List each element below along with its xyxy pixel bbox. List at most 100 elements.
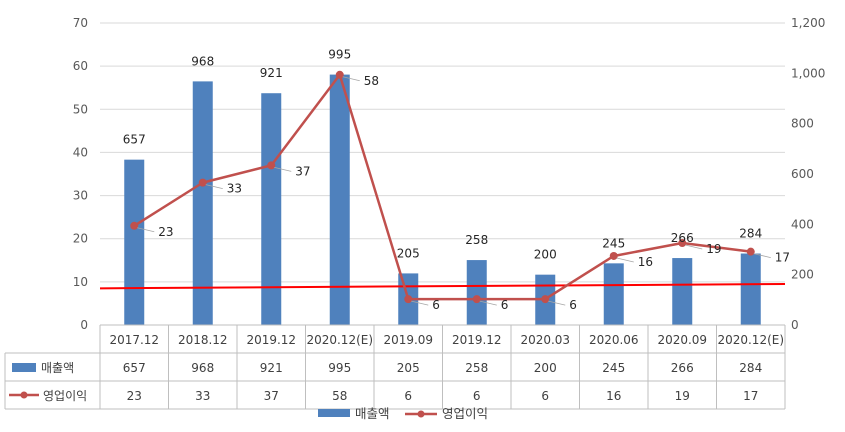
profit-data-label: 23 xyxy=(158,225,173,239)
left-axis-tick-label: 30 xyxy=(73,189,88,203)
legend-profit-label: 영업이익 xyxy=(442,406,488,421)
table-profit-value: 37 xyxy=(264,389,279,403)
left-axis-tick-label: 60 xyxy=(73,59,88,73)
table-profit-value: 16 xyxy=(606,389,621,403)
category-label: 2019.12 xyxy=(452,333,502,347)
right-axis-tick-label: 200 xyxy=(791,268,814,282)
table-revenue-value: 200 xyxy=(534,361,557,375)
left-axis-tick-label: 20 xyxy=(73,232,88,246)
revenue-bar xyxy=(124,159,145,325)
table-profit-value: 19 xyxy=(675,389,690,403)
left-axis-tick-label: 10 xyxy=(73,275,88,289)
profit-data-label: 17 xyxy=(775,251,790,265)
category-label: 2020.03 xyxy=(520,333,570,347)
revenue-data-label: 245 xyxy=(602,236,625,250)
category-label: 2020.12(E) xyxy=(717,333,784,347)
revenue-bar xyxy=(329,74,350,325)
table-profit-value: 58 xyxy=(332,389,347,403)
right-y-axis: 0 200 400 600 800 1,000 1,200 xyxy=(791,16,825,332)
table-revenue-value: 258 xyxy=(465,361,488,375)
revenue-bar xyxy=(740,253,761,325)
profit-data-label: 6 xyxy=(501,298,509,312)
table-revenue-value: 284 xyxy=(739,361,762,375)
category-label: 2017.12 xyxy=(109,333,159,347)
profit-data-label: 6 xyxy=(569,298,577,312)
revenue-data-label: 968 xyxy=(191,54,214,68)
operating-profit-line xyxy=(130,70,755,304)
revenue-data-label: 657 xyxy=(123,133,146,147)
category-label: 2020.12(E) xyxy=(306,333,373,347)
revenue-bar xyxy=(261,93,282,325)
right-axis-tick-label: 800 xyxy=(791,117,814,131)
table-profit-value: 33 xyxy=(195,389,210,403)
profit-label-leader xyxy=(205,184,223,190)
revenue-data-label: 205 xyxy=(397,246,420,260)
profit-label-leader xyxy=(616,257,634,263)
profit-point xyxy=(746,247,755,256)
profit-label-leader xyxy=(685,244,703,250)
legend-revenue-label: 매출액 xyxy=(355,406,390,421)
table-revenue-value: 995 xyxy=(328,361,351,375)
gridlines xyxy=(100,22,785,283)
profit-point xyxy=(198,178,207,187)
table-profit-swatch-marker xyxy=(20,391,28,399)
category-label: 2020.06 xyxy=(589,333,639,347)
revenue-data-label: 200 xyxy=(534,248,557,262)
profit-label-leader xyxy=(342,76,360,82)
table-profit-value: 6 xyxy=(404,389,412,403)
profit-data-label: 16 xyxy=(638,255,653,269)
table-revenue-swatch xyxy=(12,363,36,372)
revenue-data-label: 921 xyxy=(260,66,283,80)
table-revenue-value: 266 xyxy=(671,361,694,375)
table-profit-value: 6 xyxy=(541,389,549,403)
revenue-bar xyxy=(603,263,624,325)
revenue-bar xyxy=(466,260,487,325)
table-revenue-value: 921 xyxy=(260,361,283,375)
category-label: 2019.12 xyxy=(246,333,296,347)
right-axis-tick-label: 600 xyxy=(791,167,814,181)
profit-label-leader xyxy=(753,253,771,259)
legend-revenue-swatch xyxy=(318,409,350,417)
profit-data-label: 58 xyxy=(364,74,379,88)
data-table: 2017.12 2018.12 2019.12 2020.12(E) 2019.09 20… xyxy=(4,324,786,410)
profit-label-leader xyxy=(548,300,566,306)
profit-label-leader xyxy=(137,227,155,233)
profit-data-label: 6 xyxy=(432,298,440,312)
revenue-data-label: 258 xyxy=(465,233,488,247)
profit-data-label: 33 xyxy=(227,182,242,196)
profit-data-label: 19 xyxy=(706,242,721,256)
profit-point xyxy=(267,161,276,170)
profit-label-leader xyxy=(479,300,497,306)
table-profit-value: 6 xyxy=(473,389,481,403)
table-revenue-series-name: 매출액 xyxy=(41,361,74,375)
table-revenue-value: 245 xyxy=(602,361,625,375)
right-axis-tick-label: 400 xyxy=(791,217,814,231)
table-revenue-value: 657 xyxy=(123,361,146,375)
profit-label-leader xyxy=(411,300,429,306)
profit-data-label: 37 xyxy=(295,164,310,178)
legend: 매출액 영업이익 xyxy=(318,406,488,421)
left-axis-tick-label: 40 xyxy=(73,145,88,159)
profit-point xyxy=(541,295,550,304)
profit-data-labels: 23 33 37 58 6 6 6 16 19 17 xyxy=(137,74,790,312)
profit-point xyxy=(130,221,139,230)
profit-point xyxy=(472,295,481,304)
right-axis-tick-label: 0 xyxy=(791,318,799,332)
category-label: 2019.09 xyxy=(383,333,433,347)
left-axis-tick-label: 50 xyxy=(73,102,88,116)
profit-point xyxy=(609,251,618,260)
table-profit-value: 17 xyxy=(743,389,758,403)
profit-point xyxy=(335,70,344,79)
reference-line xyxy=(99,283,786,290)
revenue-data-labels: 657 968 921 995 205 258 200 245 266 284 xyxy=(123,48,762,262)
table-profit-series-name: 영업이익 xyxy=(43,389,87,403)
reference-line-segment xyxy=(99,283,786,290)
table-profit-value: 23 xyxy=(127,389,142,403)
revenue-bar xyxy=(672,258,693,325)
table-revenue-value: 968 xyxy=(191,361,214,375)
revenue-bar xyxy=(192,81,213,326)
revenue-data-label: 284 xyxy=(739,227,762,241)
right-axis-tick-label: 1,000 xyxy=(791,66,825,80)
right-axis-tick-label: 1,200 xyxy=(791,16,825,30)
